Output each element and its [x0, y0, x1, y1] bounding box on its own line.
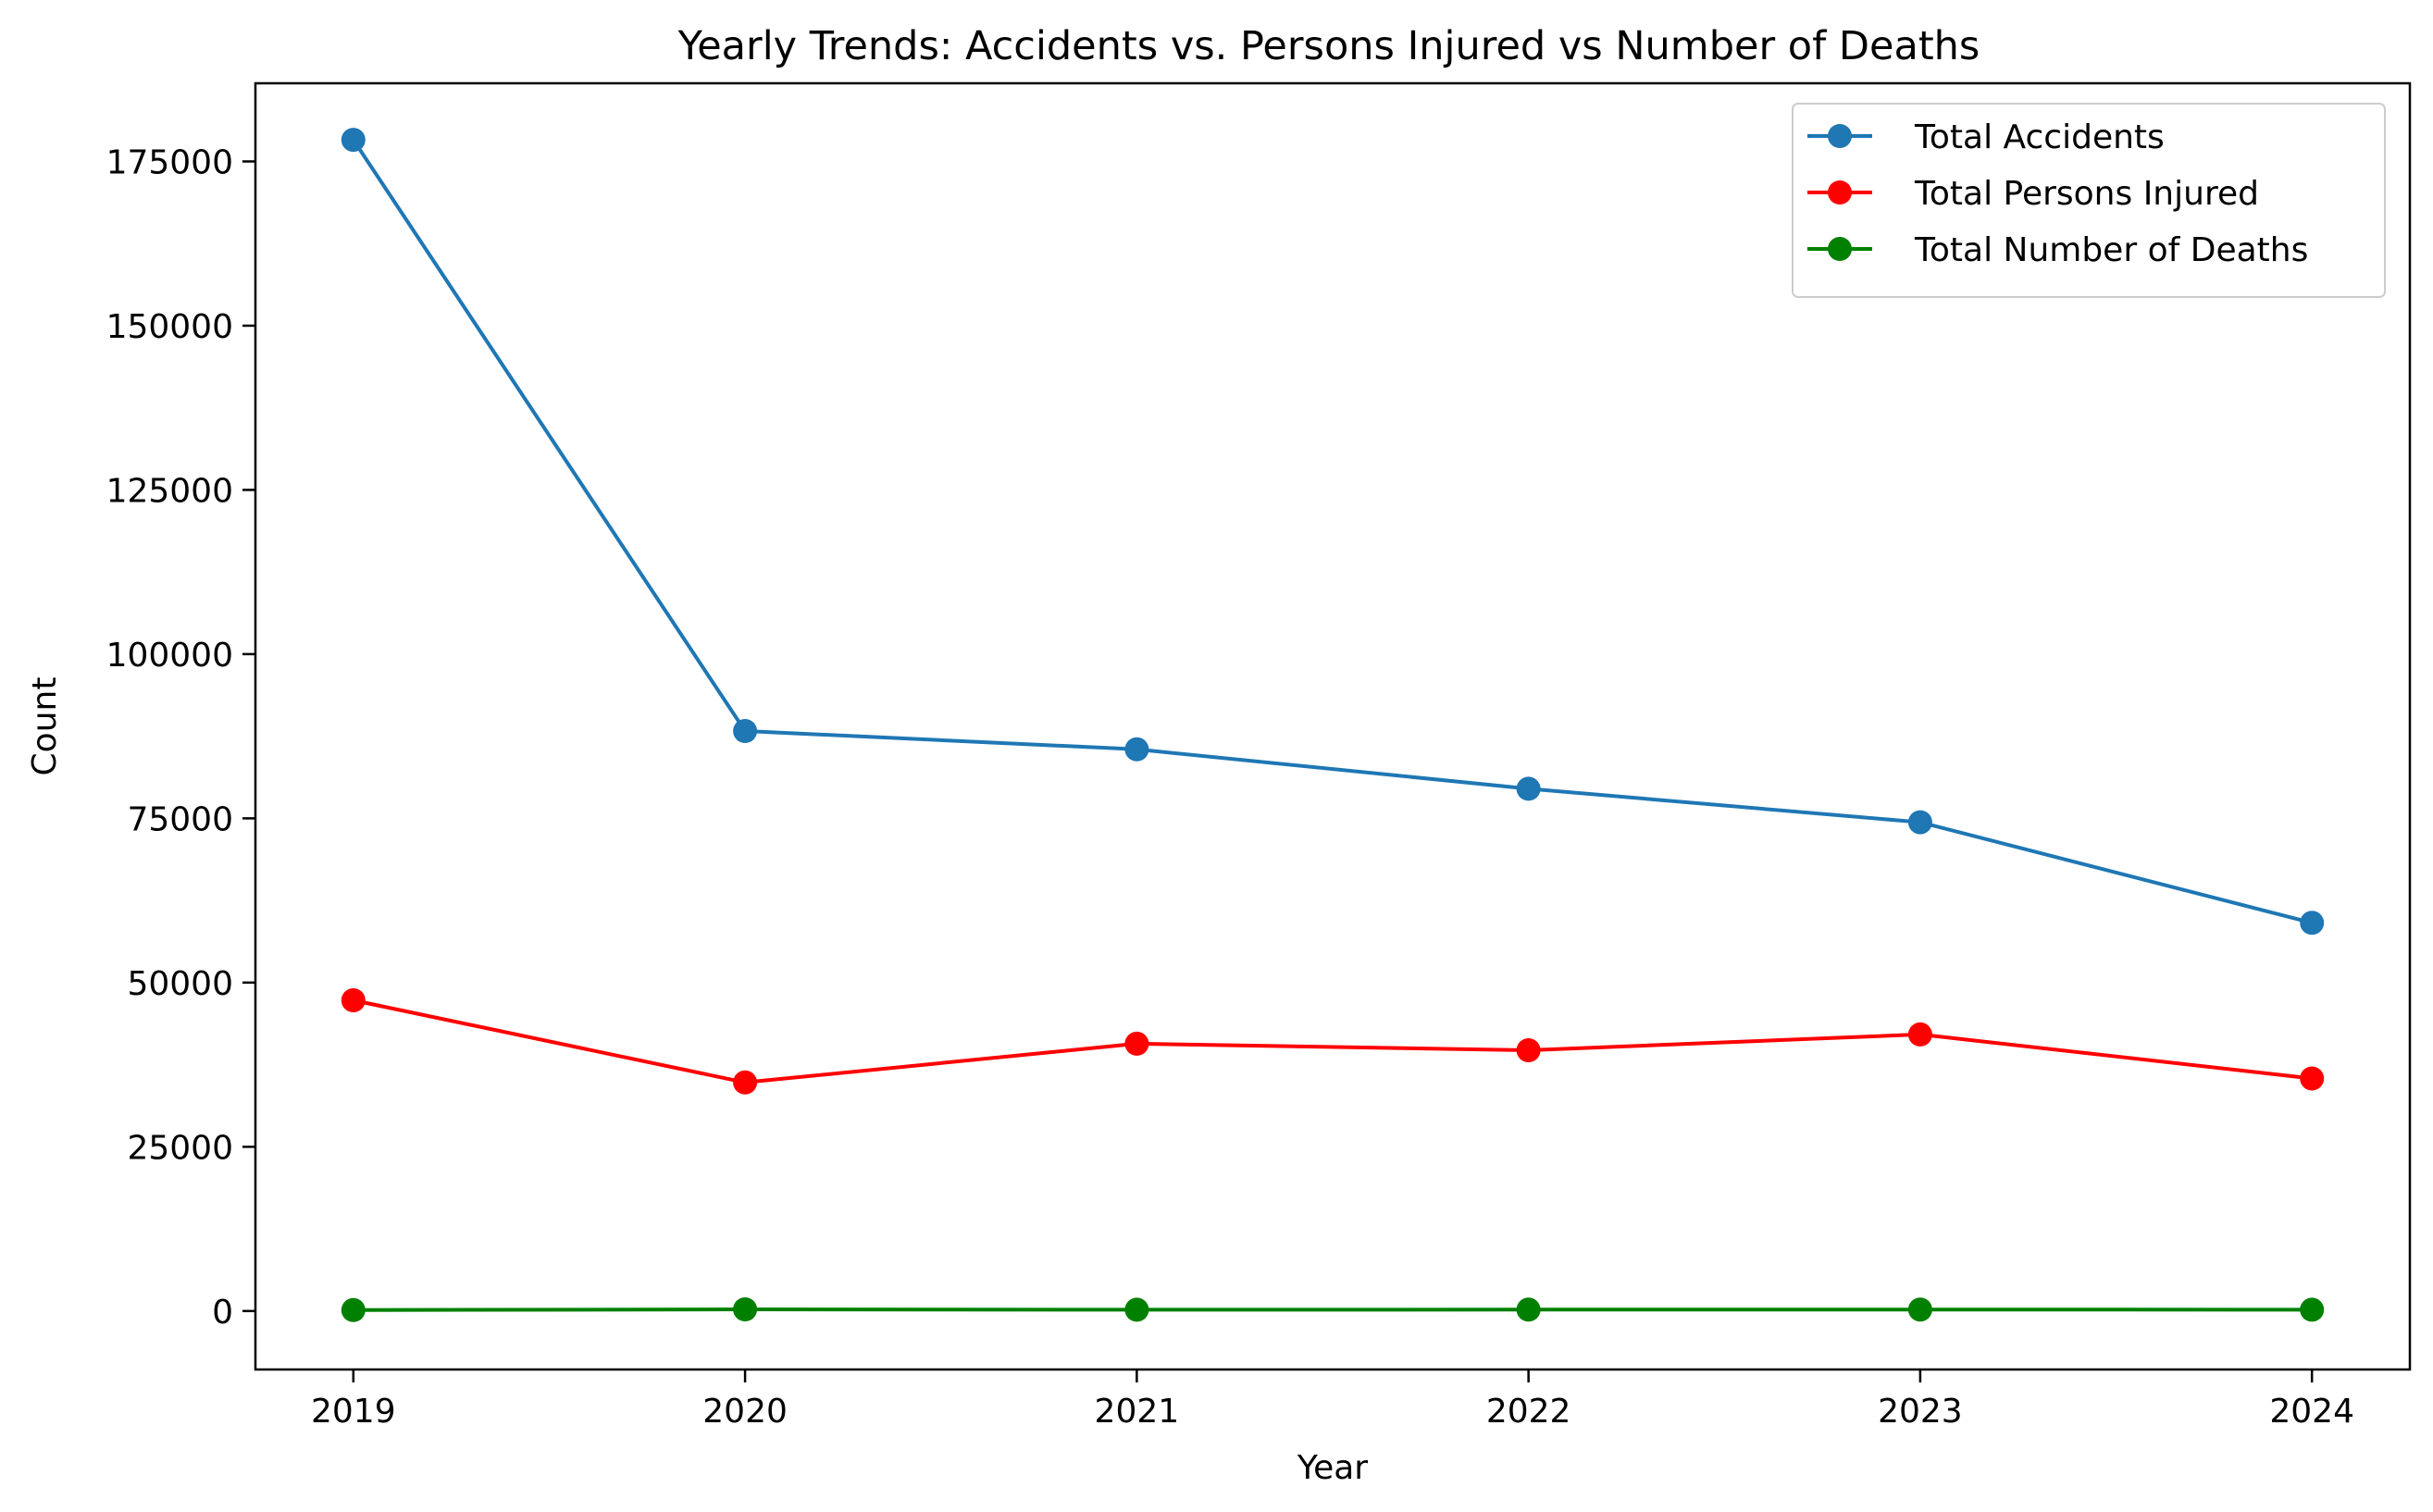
data-point	[733, 1297, 758, 1321]
y-tick-label: 25000	[127, 1129, 233, 1167]
series-3	[341, 1297, 2325, 1322]
x-tick-label: 2023	[1878, 1393, 1963, 1431]
series-2	[341, 988, 2325, 1095]
legend-label: Total Number of Deaths	[1914, 231, 2308, 269]
series-line	[351, 138, 2315, 925]
y-tick-label: 100000	[106, 637, 233, 675]
y-tick-label: 0	[212, 1294, 233, 1332]
legend-item: Total Number of Deaths	[1807, 231, 2308, 269]
data-point	[1124, 1031, 1149, 1056]
data-point	[1124, 737, 1149, 762]
data-point	[341, 1297, 366, 1322]
legend-marker	[1828, 180, 1852, 204]
y-axis-label: Count	[26, 677, 64, 776]
chart-title: Yearly Trends: Accidents vs. Persons Inj…	[677, 23, 1980, 69]
y-tick-label: 75000	[127, 800, 233, 838]
x-tick-label: 2021	[1095, 1393, 1180, 1431]
data-point	[2300, 1297, 2325, 1322]
x-tick-label: 2019	[311, 1393, 396, 1431]
legend-marker	[1828, 237, 1852, 261]
y-tick-label: 125000	[106, 472, 233, 510]
data-point	[341, 128, 366, 153]
data-point	[1516, 776, 1541, 801]
series-1	[341, 128, 2325, 936]
data-point	[1124, 1297, 1149, 1322]
data-point	[2300, 911, 2325, 936]
x-tick-label: 2020	[702, 1393, 788, 1431]
y-tick-label: 150000	[106, 308, 233, 346]
x-tick-label: 2024	[2269, 1393, 2354, 1431]
y-tick-label: 50000	[127, 965, 233, 1003]
legend-marker	[1828, 124, 1852, 148]
data-point	[1516, 1038, 1541, 1062]
legend: Total Accidents Total Persons Injured Tota…	[1792, 103, 2386, 298]
legend-item: Total Accidents	[1807, 118, 2165, 156]
data-point	[341, 988, 366, 1012]
x-axis: 2019 2020 2021 2022 2023 2024	[311, 1369, 2354, 1431]
series-line	[351, 1308, 2315, 1312]
legend-label: Total Persons Injured	[1914, 175, 2259, 213]
x-axis-label: Year	[1297, 1449, 1368, 1487]
y-tick-label: 175000	[106, 143, 233, 181]
axes-frame	[254, 81, 2412, 1371]
legend-label: Total Accidents	[1914, 118, 2165, 156]
data-point	[733, 719, 758, 743]
series-line	[351, 998, 2315, 1084]
data-point	[2300, 1066, 2325, 1091]
data-point	[1907, 810, 1932, 835]
data-point	[733, 1070, 758, 1095]
plot-area	[341, 128, 2325, 1322]
data-point	[1516, 1297, 1541, 1322]
y-axis: 0 25000 50000 75000 100000 125000 150000 175000	[106, 143, 255, 1332]
legend-box	[1792, 103, 2386, 298]
x-tick-label: 2022	[1486, 1393, 1571, 1431]
legend-item: Total Persons Injured	[1807, 175, 2259, 213]
data-point	[1907, 1297, 1932, 1322]
data-point	[1907, 1022, 1932, 1047]
